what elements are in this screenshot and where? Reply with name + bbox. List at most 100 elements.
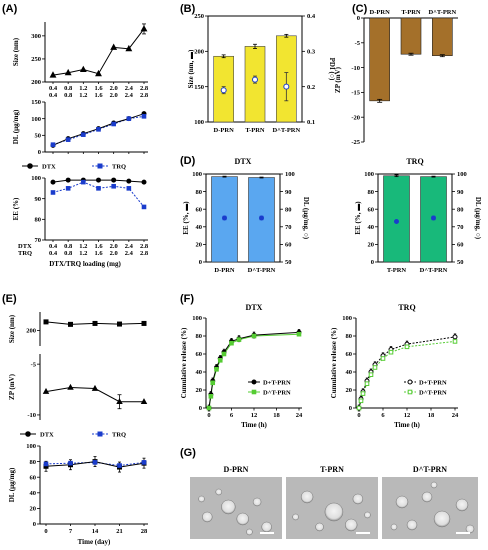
- b-category-label: D-PRN: [214, 127, 235, 134]
- e-dl-ylabel: DL (µg/mg): [8, 467, 16, 502]
- c-y-tick-label: 0: [357, 15, 360, 22]
- f-trq-ylabel: Cumulative release (%): [330, 327, 338, 398]
- f-dtx-y-tick-label: 80: [196, 333, 203, 340]
- a-size-xtick-dtx: 2.8: [140, 85, 149, 92]
- b-y-tick-label: 100: [194, 119, 204, 126]
- a-ee-xtick-dtx: 0.8: [64, 243, 73, 250]
- g-image-label-1: T-PRN: [320, 465, 344, 474]
- f-trq-y-tick-label: 100: [342, 315, 352, 322]
- f-trq-series2-point: [368, 372, 374, 377]
- a-size-xtick-dtx: 1.6: [94, 85, 103, 92]
- d-trq-category-label: T-PRN: [387, 267, 407, 274]
- e-x-tick-label: 28: [141, 528, 148, 535]
- panel-label-e: (E): [2, 293, 17, 305]
- c-y-tick-label: -10: [351, 65, 360, 72]
- e-dl-y-tick-label: 60: [30, 474, 37, 481]
- tem-particle: [364, 511, 371, 519]
- d-dtx-y-tick-label: 80: [196, 189, 203, 196]
- tem-particle: [300, 490, 314, 504]
- a-dl-y-tick-label: 50: [35, 133, 42, 140]
- d-dtx-y-tick-label: 100: [192, 171, 202, 178]
- c-category-label: T-PRN: [401, 9, 421, 16]
- f-trq-series2-point: [356, 405, 362, 411]
- d-dtx-y2label: DL (µg/mg, ○): [302, 197, 310, 240]
- a-dl-trq-point: [65, 137, 71, 142]
- d-dtx-category-label: D-PRN: [214, 267, 235, 274]
- d-dtx-y2-tick-label: 90: [285, 189, 292, 196]
- f-dtx-title: DTX: [246, 303, 263, 312]
- f-trq-x-tick-label: 18: [428, 412, 435, 419]
- c-bar-D-PRN: [369, 17, 390, 102]
- f-dtx-y-tick-label: 60: [196, 351, 203, 358]
- a-dl-trq-point: [96, 127, 101, 132]
- c-ylabel: ZP (mV): [334, 66, 342, 93]
- d-trq-y-tick-label: 20: [368, 242, 375, 249]
- a-legend-dtx-marker: [27, 163, 33, 169]
- e-x-tick-label: 21: [116, 528, 123, 535]
- c-bar-T-PRN: [400, 17, 422, 55]
- d-trq-y2label: DL (µg/mg, ○): [474, 197, 482, 240]
- b-bar-T-PRN: [244, 46, 266, 123]
- a-legend-dtx-label: DTX: [42, 164, 56, 171]
- tem-particle: [261, 521, 272, 533]
- a-ee-ylabel: EE (%): [12, 197, 20, 220]
- d-dtx-y-tick-label: 40: [196, 224, 203, 231]
- f-dtx-y-tick-label: 0: [199, 405, 202, 412]
- f-trq-series2-point: [372, 365, 378, 370]
- a-xlabel: DTX/TRQ loading (mg): [49, 260, 121, 268]
- d-trq-ylabel: EE (%, ▬): [354, 201, 362, 235]
- f-dtx-series2-point: [229, 340, 234, 346]
- d-dtx-y2-tick-label: 80: [285, 206, 292, 213]
- d-dtx-dl-point: [259, 215, 264, 221]
- e-dl-y-tick-label: 40: [30, 490, 37, 497]
- a-ee-xtick-trq: 2.4: [125, 250, 134, 257]
- e-zp-ylabel: ZP (mV): [8, 373, 16, 400]
- e-size-point: [92, 320, 98, 326]
- a-size-xtick-dtx: 0.8: [64, 85, 73, 92]
- a-size-point: [79, 65, 87, 73]
- a-legend-trq-label: TRQ: [112, 164, 126, 171]
- panel-label-c: (C): [352, 3, 368, 15]
- tem-particle: [292, 513, 299, 521]
- c-category-label: D^T-PRN: [428, 9, 456, 16]
- d-trq-y-tick-label: 40: [368, 224, 375, 231]
- a-dl-ylabel: DL (µg/mg): [12, 109, 20, 144]
- e-dl-trq-point: [141, 460, 147, 465]
- a-ee-xtick-dtx: 2.0: [110, 243, 118, 250]
- a-ee-xtick-dtx: 2.8: [140, 243, 149, 250]
- e-dl-y-tick-label: 100: [26, 443, 36, 450]
- d-dtx-dl-point: [222, 215, 227, 221]
- a-size-xtick-trq: 2.4: [125, 92, 134, 99]
- d-dtx-y2-tick-label: 50: [285, 259, 292, 266]
- f-dtx-series2-point: [236, 337, 242, 342]
- e-dl-trq-point: [68, 460, 73, 466]
- tem-scale-bar: [456, 532, 470, 534]
- f-trq-x-tick-label: 12: [404, 412, 411, 419]
- f-trq-series2-point: [388, 349, 394, 355]
- g-image-label-0: D-PRN: [224, 465, 249, 474]
- tem-scale-bar: [356, 532, 370, 534]
- f-trq-legend2-marker: [407, 389, 413, 395]
- a-dl-trq-point: [111, 121, 116, 127]
- tem-scale-bar: [260, 532, 274, 534]
- a-size-y-tick-label: 250: [31, 56, 41, 63]
- f-trq-series2-point: [360, 391, 366, 396]
- f-dtx-legend2-label: D^T-PRN: [263, 389, 291, 396]
- a-ee-xtick-dtx: 1.6: [94, 243, 103, 250]
- f-dtx-series2-point: [208, 394, 214, 399]
- e-zp-point: [140, 398, 148, 405]
- a-dl-y-tick-label: 100: [31, 116, 41, 123]
- a-size-xtick-trq: 2.8: [140, 92, 149, 99]
- d-trq-y-tick-label: 60: [368, 206, 375, 213]
- d-trq-y-tick-label: 0: [371, 259, 374, 266]
- a-size-point: [95, 69, 102, 77]
- d-dtx-frame: [205, 173, 281, 263]
- f-dtx-series2-point: [296, 331, 302, 337]
- a-dl-trq-point: [50, 142, 56, 147]
- b-y2label: PDI (○): [328, 58, 336, 81]
- d-dtx-y2-tick-label: 60: [285, 242, 292, 249]
- tem-particle: [344, 518, 358, 532]
- a-ee-xtick-trq: 1.6: [94, 250, 103, 257]
- d-dtx-y-tick-label: 60: [196, 206, 203, 213]
